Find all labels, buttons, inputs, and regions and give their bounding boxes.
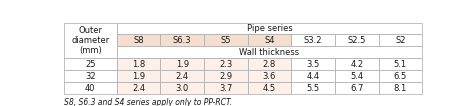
Bar [335,82,379,94]
Bar [160,70,204,82]
Bar [379,34,422,46]
Bar [204,34,247,46]
Bar [335,34,379,46]
Bar [64,82,117,94]
Text: S4: S4 [264,36,275,45]
Text: S6.3: S6.3 [173,36,191,45]
Text: 40: 40 [85,84,95,93]
Bar [160,34,204,46]
Text: 5.1: 5.1 [394,60,407,69]
Text: 3.6: 3.6 [263,72,276,81]
Text: 2.4: 2.4 [175,72,189,81]
Bar [204,58,247,70]
Text: Wall thickness: Wall thickness [239,48,300,57]
Text: 1.8: 1.8 [132,60,145,69]
Bar [204,82,247,94]
Bar [64,58,117,70]
Text: 2.9: 2.9 [219,72,232,81]
Bar [247,70,292,82]
Text: 8.1: 8.1 [394,84,407,93]
Bar [379,82,422,94]
Bar [247,34,292,46]
Text: 2.8: 2.8 [263,60,276,69]
Text: 4.2: 4.2 [350,60,363,69]
Text: 6.7: 6.7 [350,84,364,93]
Text: 1.9: 1.9 [175,60,189,69]
Text: 1.9: 1.9 [132,72,145,81]
Bar [247,58,292,70]
Bar [64,22,117,58]
Text: S2.5: S2.5 [347,36,366,45]
Bar [64,70,117,82]
Text: 2.3: 2.3 [219,60,232,69]
Text: 6.5: 6.5 [394,72,407,81]
Bar [379,70,422,82]
Text: S8, S6.3 and S4 series apply only to PP-RCT.: S8, S6.3 and S4 series apply only to PP-… [64,98,232,106]
Bar [335,70,379,82]
Text: S5: S5 [220,36,231,45]
Bar [335,58,379,70]
Text: 32: 32 [85,72,95,81]
Bar [117,46,422,58]
Text: Outer
diameter
(mm): Outer diameter (mm) [71,26,109,55]
Text: 3.0: 3.0 [175,84,189,93]
Text: S3.2: S3.2 [304,36,322,45]
Text: 5.4: 5.4 [350,72,363,81]
Text: 3.7: 3.7 [219,84,233,93]
Text: 3.5: 3.5 [307,60,320,69]
Text: 25: 25 [85,60,95,69]
Bar [292,70,335,82]
Bar [117,22,422,34]
Bar [204,70,247,82]
Text: 4.4: 4.4 [307,72,319,81]
Bar [292,58,335,70]
Text: 4.5: 4.5 [263,84,276,93]
Bar [160,58,204,70]
Text: S2: S2 [395,36,406,45]
Text: 2.4: 2.4 [132,84,145,93]
Bar [292,34,335,46]
Text: S8: S8 [133,36,144,45]
Bar [160,82,204,94]
Bar [379,58,422,70]
Bar [117,34,160,46]
Bar [117,82,160,94]
Text: 5.5: 5.5 [307,84,319,93]
Bar [117,58,160,70]
Bar [117,70,160,82]
Bar [292,82,335,94]
Text: Pipe series: Pipe series [246,24,292,33]
Bar [247,82,292,94]
